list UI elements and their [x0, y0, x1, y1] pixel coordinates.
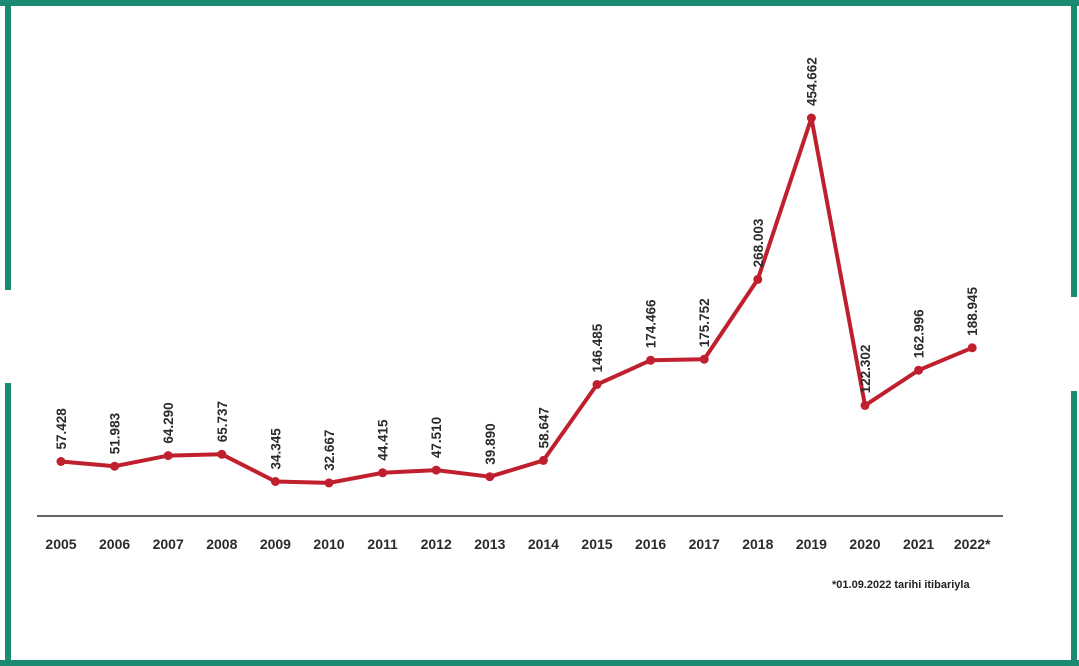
x-tick-label: 2022* — [954, 536, 991, 552]
data-point — [914, 365, 924, 375]
data-point — [324, 478, 334, 488]
data-point — [378, 468, 388, 478]
x-tick-label: 2005 — [45, 536, 76, 552]
x-tick-label: 2020 — [849, 536, 880, 552]
data-label: 174.466 — [644, 299, 659, 348]
data-label: 454.662 — [804, 57, 819, 106]
data-point — [753, 274, 763, 284]
data-point — [967, 343, 977, 353]
x-tick-label: 2016 — [635, 536, 666, 552]
data-label: 65.737 — [215, 401, 230, 442]
x-tick-label: 2021 — [903, 536, 934, 552]
x-tick-label: 2009 — [260, 536, 291, 552]
x-tick-label: 2015 — [581, 536, 612, 552]
data-label: 58.647 — [536, 407, 551, 448]
data-labels-layer: 57.428 51.983 64.290 65.737 34.345 32.667 44.4… — [54, 57, 980, 471]
x-tick-labels-layer: 2005 2006 2007 2008 2009 2010 2011 2012 2013 2014… — [45, 536, 991, 552]
data-point — [217, 449, 227, 459]
data-label: 51.983 — [108, 412, 123, 454]
data-point — [538, 455, 548, 465]
data-label: 146.485 — [590, 323, 605, 372]
data-label: 64.290 — [161, 402, 176, 443]
data-label: 44.415 — [376, 419, 391, 461]
x-tick-label: 2008 — [206, 536, 237, 552]
data-point — [485, 472, 495, 482]
x-tick-label: 2014 — [528, 536, 559, 552]
data-point — [592, 380, 602, 389]
footnote: *01.09.2022 tarihi itibariyla — [832, 579, 970, 591]
x-tick-label: 2011 — [367, 536, 398, 552]
series-line — [60, 116, 973, 485]
data-point — [860, 400, 870, 410]
data-point — [431, 465, 441, 475]
data-label: 47.510 — [429, 417, 444, 458]
x-tick-label: 2017 — [689, 536, 720, 552]
x-tick-label: 2018 — [742, 536, 773, 552]
data-point — [163, 451, 173, 461]
x-tick-label: 2010 — [313, 536, 344, 552]
x-tick-label: 2007 — [153, 536, 184, 552]
x-tick-label: 2012 — [421, 536, 452, 552]
data-label: 39.890 — [483, 423, 498, 464]
data-label: 188.945 — [965, 287, 980, 336]
data-label: 175.752 — [697, 298, 712, 347]
x-tick-label: 2013 — [474, 536, 505, 552]
data-label: 32.667 — [322, 430, 337, 471]
data-label: 57.428 — [54, 408, 69, 450]
data-label: 162.996 — [912, 309, 927, 358]
data-point — [646, 355, 656, 365]
data-point — [270, 477, 280, 486]
x-tick-label: 2006 — [99, 536, 130, 552]
series-layer — [56, 113, 977, 488]
data-point — [56, 457, 66, 466]
data-point — [699, 354, 709, 364]
data-label: 122.302 — [858, 345, 873, 394]
data-label: 268.003 — [751, 218, 766, 267]
data-point — [110, 461, 120, 471]
data-point — [806, 113, 816, 123]
x-tick-label: 2019 — [796, 536, 827, 552]
data-label: 34.345 — [268, 428, 283, 470]
